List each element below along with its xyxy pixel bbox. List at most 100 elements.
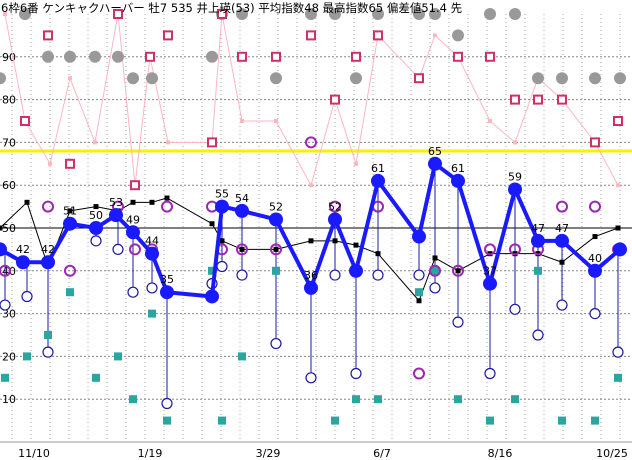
teal-square-point bbox=[331, 416, 339, 425]
main-point bbox=[63, 216, 77, 231]
pink-line-point bbox=[68, 76, 72, 81]
data-label: 35 bbox=[160, 273, 174, 286]
pink-square-point bbox=[43, 30, 53, 41]
purple-circle-point bbox=[556, 200, 568, 213]
open-circle-point bbox=[452, 316, 464, 328]
open-circle-point bbox=[270, 337, 282, 350]
main-point bbox=[89, 221, 103, 235]
data-label: 52 bbox=[269, 200, 283, 213]
black-point bbox=[149, 199, 155, 205]
main-point bbox=[145, 246, 159, 261]
black-point bbox=[0, 225, 3, 231]
gray-circle-point bbox=[112, 50, 124, 63]
gray-circle-point bbox=[146, 72, 158, 85]
teal-square-point bbox=[218, 416, 226, 425]
pink-square-point bbox=[217, 9, 227, 19]
pink-line-point bbox=[274, 119, 278, 123]
purple-circle-point bbox=[42, 200, 54, 213]
data-label: 59 bbox=[508, 170, 522, 183]
main-point bbox=[349, 263, 363, 278]
pink-square-point bbox=[510, 94, 520, 105]
black-point bbox=[332, 238, 338, 244]
purple-circle-point bbox=[64, 264, 76, 277]
teal-square-point bbox=[114, 352, 122, 361]
open-circle-point bbox=[509, 303, 521, 315]
teal-square-point bbox=[1, 373, 9, 382]
open-circle-point bbox=[0, 299, 11, 311]
data-label: 61 bbox=[451, 162, 465, 175]
teal-square-point bbox=[44, 331, 52, 339]
data-label: 37 bbox=[483, 265, 497, 278]
main-point bbox=[41, 255, 55, 270]
gray-circle-point bbox=[350, 72, 362, 85]
pink-square-point bbox=[145, 51, 155, 62]
open-circle-point bbox=[21, 290, 33, 303]
y-tick-label: 60 bbox=[2, 179, 16, 192]
black-point bbox=[432, 255, 438, 261]
pink-square-point bbox=[557, 94, 567, 105]
open-circle-point bbox=[161, 397, 173, 410]
data-label: 42 bbox=[41, 243, 55, 256]
gray-circle-point bbox=[42, 50, 54, 63]
black-point bbox=[592, 234, 598, 240]
main-point bbox=[0, 242, 7, 257]
open-circle-point bbox=[329, 269, 341, 281]
pink-square-point bbox=[453, 51, 463, 62]
pink-square-point bbox=[351, 51, 361, 62]
gray-circle-point bbox=[429, 8, 441, 20]
gray-circle-point bbox=[532, 72, 544, 85]
open-circle-point bbox=[146, 282, 158, 294]
teal-square-point bbox=[23, 352, 31, 361]
pink-square-point bbox=[163, 30, 173, 41]
pink-square-point bbox=[373, 30, 383, 41]
gray-circle-point bbox=[305, 8, 317, 20]
pink-square-point bbox=[590, 137, 600, 148]
gray-circle-point bbox=[206, 50, 218, 63]
data-label: 55 bbox=[215, 188, 229, 201]
main-point bbox=[269, 212, 283, 227]
y-tick-label: 10 bbox=[2, 393, 16, 406]
teal-square-point bbox=[431, 266, 439, 275]
pink-square-point bbox=[130, 180, 140, 191]
purple-circle-point bbox=[484, 243, 496, 256]
main-point bbox=[451, 173, 465, 188]
purple-circle-point bbox=[236, 243, 248, 256]
data-label: 52 bbox=[328, 200, 342, 213]
teal-square-point bbox=[415, 288, 423, 297]
purple-circle-point bbox=[509, 243, 521, 256]
pink-square-point bbox=[20, 116, 30, 126]
teal-square-point bbox=[614, 373, 622, 382]
data-label: 42 bbox=[16, 243, 30, 256]
y-tick-label: 70 bbox=[2, 136, 16, 149]
black-point bbox=[353, 242, 359, 248]
data-label: 65 bbox=[428, 145, 442, 158]
main-point bbox=[588, 263, 602, 278]
x-tick-label: 11/10 bbox=[18, 447, 50, 460]
purple-circle-point bbox=[129, 243, 141, 256]
main-point bbox=[160, 285, 174, 300]
gray-circle-point bbox=[236, 8, 248, 20]
data-label: 50 bbox=[89, 209, 103, 222]
pink-line-point bbox=[354, 161, 358, 166]
pink-line-point bbox=[93, 140, 97, 145]
open-circle-point bbox=[42, 346, 54, 358]
black-point bbox=[130, 199, 136, 205]
main-point bbox=[215, 199, 229, 214]
black-point bbox=[455, 268, 461, 274]
data-label: 61 bbox=[371, 162, 385, 175]
teal-square-point bbox=[129, 395, 137, 404]
black-point bbox=[239, 246, 245, 252]
pink-square-point bbox=[485, 51, 495, 62]
x-axis: 11/10 1/19 3/29 6/7 8/16 10/25 bbox=[18, 447, 628, 460]
pink-line-point bbox=[3, 12, 7, 16]
black-point bbox=[219, 238, 225, 244]
purple-circle-point bbox=[329, 200, 341, 213]
teal-square-point bbox=[208, 266, 216, 275]
gray-circle-point bbox=[452, 29, 464, 42]
pink-line-point bbox=[513, 140, 517, 145]
main-point bbox=[126, 225, 140, 240]
main-point bbox=[109, 208, 123, 223]
open-circle-point bbox=[372, 269, 384, 281]
purple-circle-point bbox=[413, 367, 425, 380]
